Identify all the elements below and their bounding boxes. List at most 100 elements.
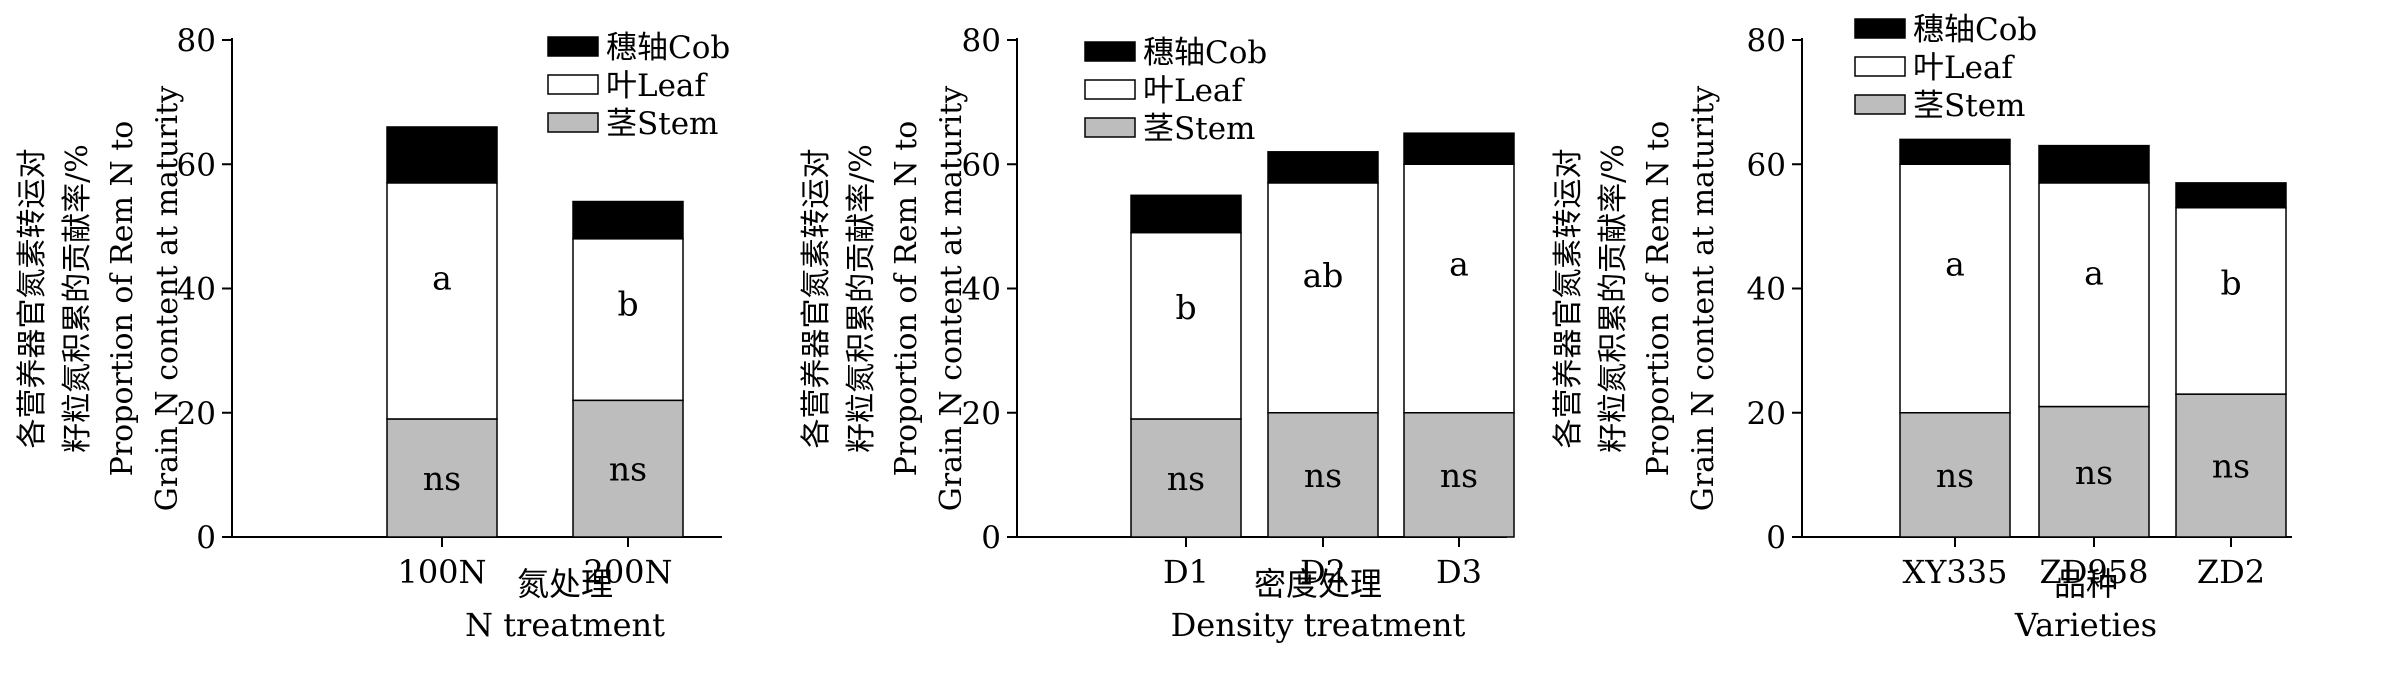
significance-label: ns — [609, 450, 647, 489]
bar-segment-leaf — [1403, 163, 1515, 414]
x-tick-label: D2 — [1300, 553, 1346, 591]
significance-label: ns — [1440, 456, 1478, 495]
legend-label: 穗轴Cob — [1913, 12, 2037, 48]
significance-label: ns — [1167, 459, 1205, 498]
y-axis-title-line: 各营养器官氮素转运对 — [1551, 149, 1586, 449]
significance-label: ns — [1304, 456, 1342, 495]
y-axis-title-line: Proportion of Rem N to — [105, 121, 140, 477]
bar-segment-stem — [1267, 412, 1379, 538]
x-axis-title-cn: 密度处理 — [1254, 565, 1382, 603]
bar-segment-leaf — [2175, 206, 2287, 395]
y-axis-title-line: Grain N content at maturity — [1686, 86, 1721, 512]
y-tick-label: 60 — [962, 147, 1001, 183]
legend-label: 穗轴Cob — [1143, 35, 1267, 71]
y-tick-label: 0 — [981, 520, 1001, 556]
bar-segment-stem — [2038, 405, 2150, 538]
bar-segment-leaf — [1267, 182, 1379, 414]
significance-label: ns — [423, 459, 461, 498]
x-axis-title-cn: 品种 — [2054, 565, 2118, 603]
x-axis-title-en: Varieties — [2014, 606, 2157, 644]
legend-swatch — [1084, 41, 1136, 62]
y-tick-label: 80 — [962, 23, 1001, 59]
legend-label: 茎Stem — [1143, 111, 1255, 147]
chart-panel-3: 各营养器官氮素转运对 籽粒氮积累的贡献率/% Proportion of Rem N… — [1551, 12, 2292, 644]
legend-swatch — [547, 74, 599, 95]
legend-swatch — [1854, 18, 1906, 39]
bar-segment-leaf — [1130, 231, 1242, 420]
legend-label: 茎Stem — [1913, 88, 2025, 124]
legend-label: 叶Leaf — [606, 68, 708, 104]
y-axis-title-line: 籽粒氮积累的贡献率/% — [1596, 144, 1631, 453]
bar-segment-cob — [2038, 144, 2150, 184]
bar-segment-stem — [1130, 418, 1242, 538]
x-tick-label: ZD958 — [2040, 553, 2149, 591]
y-axis-title-line: Proportion of Rem N to — [1641, 121, 1676, 477]
legend-swatch — [547, 36, 599, 57]
x-tick-label: D1 — [1163, 553, 1209, 591]
significance-label: ns — [2075, 453, 2113, 492]
bar-segment-leaf — [386, 182, 498, 420]
legend-swatch — [1854, 94, 1906, 115]
y-axis-title-line: Grain N content at maturity — [934, 86, 969, 512]
bar-segment-stem — [572, 399, 684, 538]
y-tick-label: 40 — [177, 272, 216, 308]
bar-segment-cob — [386, 126, 498, 184]
y-tick-label: 80 — [1747, 23, 1786, 59]
x-tick-label: 200N — [583, 553, 672, 591]
bar-segment-cob — [1403, 132, 1515, 165]
x-tick-label: XY335 — [1903, 553, 2008, 591]
y-tick-label: 40 — [1747, 272, 1786, 308]
chart-panel-1: 各营养器官氮素转运对 籽粒氮积累的贡献率/% Proportion of Rem N… — [15, 23, 730, 644]
y-tick-label: 20 — [177, 396, 216, 432]
bar-segment-stem — [2175, 393, 2287, 538]
y-axis-title-line: Grain N content at maturity — [150, 86, 185, 512]
bar-segment-cob — [1267, 151, 1379, 184]
y-axis-title-line: 籽粒氮积累的贡献率/% — [60, 144, 95, 453]
y-axis-title-line: 各营养器官氮素转运对 — [15, 149, 50, 449]
bar-segment-leaf — [2038, 182, 2150, 408]
significance-label: ns — [1936, 456, 1974, 495]
x-tick-label: 100N — [397, 553, 486, 591]
x-axis-title-en: Density treatment — [1171, 606, 1466, 644]
y-axis-title-line: 籽粒氮积累的贡献率/% — [844, 144, 879, 453]
legend-swatch — [547, 112, 599, 133]
significance-label: b — [2220, 263, 2241, 302]
x-tick-label: ZD2 — [2197, 553, 2265, 591]
bar-segment-cob — [1899, 138, 2011, 165]
legend-label: 穗轴Cob — [606, 30, 730, 66]
legend-swatch — [1084, 79, 1136, 100]
significance-label: a — [1449, 245, 1469, 284]
y-tick-label: 60 — [1747, 147, 1786, 183]
y-axis-title-line: Proportion of Rem N to — [889, 121, 924, 477]
bar-segment-cob — [572, 200, 684, 240]
significance-label: b — [617, 284, 638, 323]
y-tick-label: 20 — [1747, 396, 1786, 432]
x-axis-title-en: N treatment — [465, 606, 665, 644]
significance-label: a — [1945, 245, 1965, 284]
legend-swatch — [1854, 56, 1906, 77]
significance-label: b — [1175, 288, 1196, 327]
y-axis-title-line: 各营养器官氮素转运对 — [799, 149, 834, 449]
x-axis-title-cn: 氮处理 — [517, 565, 613, 603]
bar-segment-leaf — [572, 238, 684, 402]
y-tick-label: 40 — [962, 272, 1001, 308]
legend-swatch — [1084, 117, 1136, 138]
bar-segment-leaf — [1899, 163, 2011, 414]
y-tick-label: 20 — [962, 396, 1001, 432]
significance-label: ns — [2212, 447, 2250, 486]
legend-label: 叶Leaf — [1913, 50, 2015, 86]
legend-label: 叶Leaf — [1143, 73, 1245, 109]
significance-label: a — [2084, 253, 2104, 292]
significance-label: ab — [1303, 256, 1344, 295]
x-tick-label: D3 — [1436, 553, 1482, 591]
chart-panel-2: 各营养器官氮素转运对 籽粒氮积累的贡献率/% Proportion of Rem N… — [799, 23, 1515, 644]
significance-label: a — [432, 258, 452, 297]
y-tick-label: 80 — [177, 23, 216, 59]
y-tick-label: 0 — [196, 520, 216, 556]
legend-label: 茎Stem — [606, 106, 718, 142]
y-tick-label: 60 — [177, 147, 216, 183]
bar-segment-cob — [2175, 182, 2287, 209]
bar-segment-cob — [1130, 194, 1242, 234]
y-tick-label: 0 — [1766, 520, 1786, 556]
